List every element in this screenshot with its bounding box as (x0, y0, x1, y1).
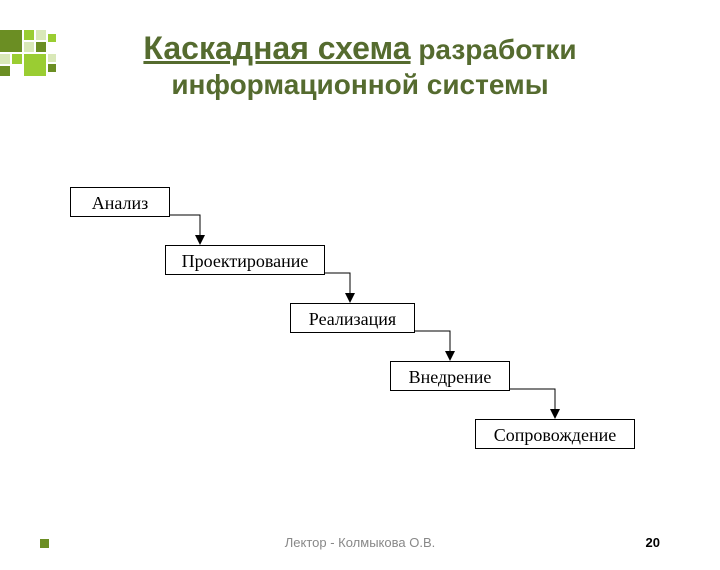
deco-square (0, 66, 10, 76)
deco-square (0, 30, 22, 52)
deco-square (36, 30, 46, 40)
flow-node-n1: Анализ (70, 187, 170, 217)
waterfall-flowchart: Анализ Проектирование Реализация Внедрение С… (0, 175, 720, 495)
flow-node-n5: Сопровождение (475, 419, 635, 449)
title-line2: информационной системы (40, 69, 680, 101)
footer-lecturer: Лектор - Колмыкова О.В. (0, 535, 720, 550)
flow-node-n3: Реализация (290, 303, 415, 333)
deco-square (12, 54, 22, 64)
deco-square (48, 34, 56, 42)
title-sub: разработки (411, 34, 577, 65)
flow-node-n4: Внедрение (390, 361, 510, 391)
flow-node-n2: Проектирование (165, 245, 325, 275)
deco-square (0, 54, 10, 64)
deco-square (24, 42, 34, 52)
deco-square (48, 54, 56, 62)
deco-square (48, 64, 56, 72)
deco-square (36, 42, 46, 52)
page-number: 20 (646, 535, 660, 550)
title-main: Каскадная схема (143, 30, 410, 66)
deco-square (24, 54, 46, 76)
deco-square (24, 30, 34, 40)
corner-decoration (0, 30, 120, 90)
